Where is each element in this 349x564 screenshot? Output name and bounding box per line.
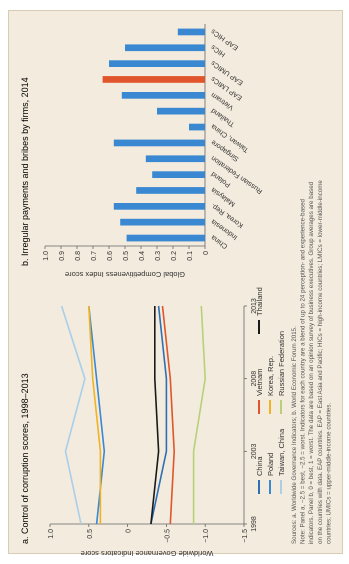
chart-b-y-tick-label: 0.2 xyxy=(171,251,178,261)
chart-b: b. Irregular payments and bribes by firm… xyxy=(20,24,264,279)
bar xyxy=(157,107,205,115)
legend-label: Taiwan, China xyxy=(277,428,286,476)
footnote-line: Sources: a. Worldwide Governance Indicat… xyxy=(291,326,298,544)
legend-label: Poland xyxy=(266,453,275,476)
footnote: Sources: a. Worldwide Governance Indicat… xyxy=(291,180,332,544)
chart-a-x-tick-label: 2013 xyxy=(251,298,258,314)
chart-b-ylabel: Global Competitiveness Index score xyxy=(65,270,185,279)
chart-b-title: b. Irregular payments and bribes by firm… xyxy=(20,77,30,266)
legend-label: Korea, Rep. xyxy=(266,356,275,396)
bar xyxy=(109,60,205,67)
chart-b-y-tick-label: 0 xyxy=(203,251,210,255)
chart-a-title: a. Control of corruption scores, 1998–20… xyxy=(20,373,30,544)
rotated-figure: a. Control of corruption scores, 1998–20… xyxy=(20,24,332,558)
chart-a-y-tick-label: −1.5 xyxy=(242,529,249,543)
series-line xyxy=(150,306,160,525)
chart-b-y-tick-label: 0.4 xyxy=(139,251,146,261)
bar xyxy=(120,218,205,226)
bar xyxy=(102,76,205,83)
chart-a-y-tick-label: 0.5 xyxy=(87,529,94,539)
chart-a: a. Control of corruption scores, 1998–20… xyxy=(20,287,286,558)
chart-b-y-tick-label: 0.5 xyxy=(123,251,130,261)
bar xyxy=(145,155,206,163)
footnote-line: Note: Panel a, −2.5 = best, −2.5 = worst… xyxy=(300,198,307,544)
chart-a-y-tick-label: −1.0 xyxy=(203,529,210,543)
footnote-line: on the countries with data. EAP countrie… xyxy=(317,180,324,544)
chart-a-legend: China Poland Taiwan, China Vietnam Korea, Re… xyxy=(255,287,286,494)
legend-label: Russian Federation xyxy=(277,331,286,396)
bar xyxy=(136,187,205,194)
chart-a-ylabel: Worldwide Governance Indicators score xyxy=(81,549,214,558)
bar xyxy=(152,171,205,178)
footnote-line: countries; UMICs = upper-middle-income c… xyxy=(325,403,332,544)
chart-a-y-tick-label: 1.0 xyxy=(48,529,55,539)
chart-a-x-tick-label: 1998 xyxy=(251,516,258,532)
bar xyxy=(125,44,205,52)
series-line xyxy=(161,305,176,525)
chart-a-y-tick-label: −0.5 xyxy=(164,529,171,543)
chart-b-bars xyxy=(102,28,206,242)
chart-b-y-tick-label: 0.6 xyxy=(107,251,114,261)
bar xyxy=(126,234,205,242)
legend-label: Vietnam xyxy=(255,369,264,396)
chart-b-y-tick-label: 0.7 xyxy=(91,251,98,261)
chart-b-y-tick-label: 0.3 xyxy=(155,251,162,261)
bar xyxy=(113,139,205,147)
series-line xyxy=(150,305,168,525)
series-line xyxy=(88,305,102,524)
chart-b-y-tick-label: 0.1 xyxy=(187,251,194,261)
chart-b-y-tick-label: 0.9 xyxy=(59,251,66,261)
chart-a-y-tick-label: 0 xyxy=(126,529,133,533)
bar xyxy=(189,123,205,131)
legend-label: China xyxy=(255,456,264,476)
category-label: China xyxy=(210,233,229,249)
bar xyxy=(113,203,205,210)
chart-b-y-tick-label: 1.0 xyxy=(43,251,50,261)
series-line xyxy=(60,305,86,525)
bar xyxy=(177,28,206,36)
series-line xyxy=(192,305,207,524)
footnote-line: indicators. Panel b, 0 = best, 1 = worst… xyxy=(308,181,315,544)
chart-a-x-tick-label: 2008 xyxy=(251,371,258,387)
figure-panel xyxy=(8,10,343,554)
chart-b-y-tick-label: 0.8 xyxy=(75,251,82,261)
category-label: HICs xyxy=(210,43,227,58)
chart-a-lines xyxy=(60,305,207,525)
chart-a-x-tick-label: 2003 xyxy=(251,443,258,459)
bar xyxy=(121,92,205,99)
legend-label: Thailand xyxy=(255,287,264,316)
